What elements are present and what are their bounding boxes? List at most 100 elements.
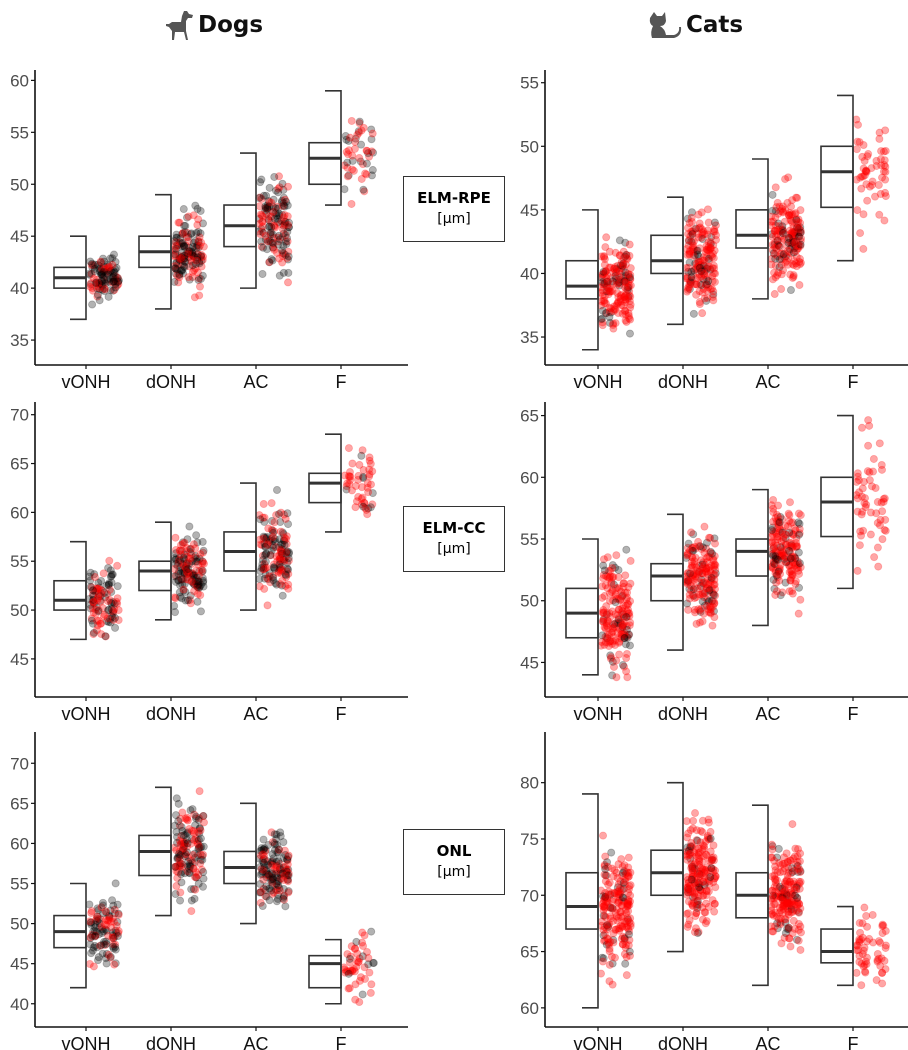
point-black	[86, 604, 95, 613]
point-black	[602, 610, 611, 619]
point-red	[108, 933, 117, 942]
point-red	[688, 245, 697, 254]
point-black	[768, 523, 777, 532]
point-black	[776, 591, 785, 600]
point-black	[193, 557, 202, 566]
point-red	[701, 248, 710, 257]
point-red	[794, 224, 803, 233]
point-black	[795, 519, 804, 528]
point-black	[194, 580, 203, 589]
point-red	[711, 591, 720, 600]
point-red	[707, 575, 716, 584]
point-red	[688, 902, 697, 911]
point-black	[86, 918, 95, 927]
point-red	[698, 589, 707, 598]
point-black	[775, 882, 784, 891]
x-tick-label: F	[336, 704, 347, 724]
point-red	[796, 226, 805, 235]
point-red	[105, 556, 114, 565]
point-red	[626, 303, 635, 312]
point-black	[98, 285, 107, 294]
point-black	[604, 923, 613, 932]
point-red	[699, 558, 708, 567]
point-red	[611, 305, 620, 314]
point-red	[792, 560, 801, 569]
point-red	[191, 834, 200, 843]
point-red	[875, 439, 884, 448]
point-red	[278, 868, 287, 877]
point-red	[621, 278, 630, 287]
box-AC	[735, 538, 769, 577]
point-red	[283, 856, 292, 865]
point-red	[792, 906, 801, 915]
point-red	[104, 931, 113, 940]
point-red	[775, 222, 784, 231]
point-red	[187, 856, 196, 865]
point-black	[618, 622, 627, 631]
point-red	[604, 887, 613, 896]
point-red	[282, 535, 291, 544]
point-red	[185, 262, 194, 271]
point-red	[771, 887, 780, 896]
point-black	[269, 875, 278, 884]
point-red	[181, 814, 190, 823]
point-red	[171, 238, 180, 247]
point-red	[684, 909, 693, 918]
point-black	[186, 230, 195, 239]
point-black	[179, 553, 188, 562]
point-red	[776, 207, 785, 216]
point-red	[687, 899, 696, 908]
point-black	[183, 839, 192, 848]
whisker-AC	[240, 802, 257, 925]
point-black	[179, 845, 188, 854]
point-black	[272, 879, 281, 888]
point-red	[618, 940, 627, 949]
point-red	[607, 578, 616, 587]
point-black	[684, 236, 693, 245]
point-red	[788, 259, 797, 268]
point-red	[787, 561, 796, 570]
point-red	[625, 882, 634, 891]
point-red	[195, 241, 204, 250]
point-red	[617, 634, 626, 643]
jitter-points-AC	[767, 820, 805, 954]
y-tick-label: 50	[520, 137, 539, 156]
point-black	[770, 240, 779, 249]
point-red	[347, 486, 356, 495]
point-red	[196, 859, 205, 868]
jitter-points-AC	[255, 172, 293, 287]
point-red	[687, 843, 696, 852]
point-red	[790, 257, 799, 266]
point-black	[98, 949, 107, 958]
point-red	[606, 904, 615, 913]
point-black	[99, 927, 108, 936]
point-black	[105, 267, 114, 276]
point-red	[97, 589, 106, 598]
point-red	[777, 249, 786, 258]
point-black	[184, 253, 193, 262]
point-red	[792, 262, 801, 271]
point-red	[113, 599, 122, 608]
point-black	[270, 215, 279, 224]
point-red	[624, 863, 633, 872]
point-black	[178, 575, 187, 584]
point-red	[786, 226, 795, 235]
point-black	[193, 255, 202, 264]
point-red	[684, 879, 693, 888]
point-black	[89, 943, 98, 952]
point-red	[796, 234, 805, 243]
point-red	[703, 595, 712, 604]
point-red	[362, 170, 371, 179]
point-black	[175, 270, 184, 279]
point-black	[273, 873, 282, 882]
point-red	[781, 879, 790, 888]
point-red	[783, 858, 792, 867]
point-black	[265, 258, 274, 267]
point-red	[792, 224, 801, 233]
point-black	[264, 575, 273, 584]
point-red	[343, 172, 352, 181]
point-red	[270, 518, 279, 527]
point-red	[695, 856, 704, 865]
point-red	[103, 597, 112, 606]
point-red	[786, 576, 795, 585]
